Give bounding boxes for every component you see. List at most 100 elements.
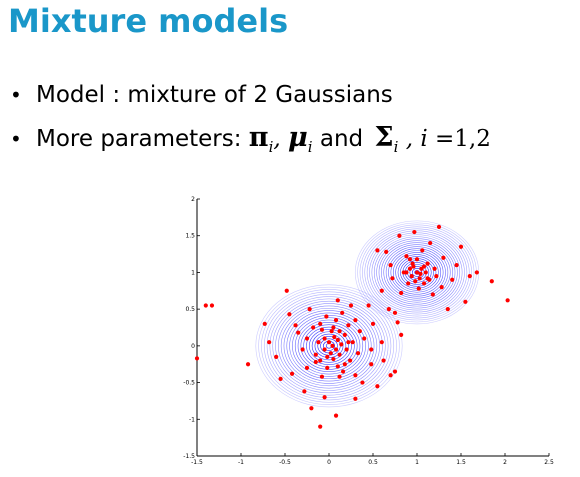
data-point <box>434 274 439 279</box>
data-point <box>335 337 340 343</box>
contour-ring-1 <box>283 307 375 384</box>
y-tick-label: -1.5 <box>183 453 195 460</box>
contour-ring-1 <box>266 293 392 398</box>
data-point <box>430 292 435 297</box>
data-point <box>450 277 455 282</box>
data-point <box>375 384 380 389</box>
data-point <box>406 281 411 286</box>
data-point <box>388 262 393 268</box>
contour-ring-2 <box>362 226 472 319</box>
data-point <box>346 340 351 345</box>
contour-ring-1 <box>303 324 355 368</box>
contour-ring-2 <box>390 250 444 295</box>
data-point <box>439 285 444 290</box>
data-point <box>362 336 367 341</box>
data-point <box>337 329 342 334</box>
y-tick-label: 0 <box>191 343 195 350</box>
data-point <box>267 340 272 345</box>
data-point <box>262 321 267 326</box>
bullet-parameters: • More parameters: π i , μ i and Σ i , i… <box>10 122 491 160</box>
index-range: =1,2 <box>427 126 491 152</box>
bullet-prefix: More parameters: <box>36 126 249 152</box>
data-point <box>404 270 409 275</box>
data-point <box>409 274 414 279</box>
data-point <box>329 329 334 334</box>
contour-ring-2 <box>364 228 470 317</box>
data-point <box>441 255 446 260</box>
data-point <box>458 244 464 249</box>
data-point <box>505 298 510 303</box>
y-tick-label: 2 <box>191 196 195 203</box>
data-point <box>325 365 330 370</box>
data-point <box>304 365 310 370</box>
contour-ring-2 <box>378 240 456 305</box>
contour-ring-2 <box>385 246 449 299</box>
data-point <box>348 303 354 308</box>
data-point <box>203 303 208 308</box>
bullet-list: • Model : mixture of 2 Gaussians • More … <box>10 82 491 160</box>
comma-separator-2: , <box>398 126 421 152</box>
data-point <box>412 229 417 235</box>
contour-ring-2 <box>381 242 453 303</box>
sigma-subscript: i <box>393 138 399 156</box>
contour-ring-1 <box>280 305 378 387</box>
contour-ring-1 <box>269 296 389 396</box>
contour-ring-1 <box>263 291 395 401</box>
data-point <box>322 336 327 341</box>
data-point <box>366 303 371 308</box>
data-point <box>296 330 301 335</box>
contour-ring-2 <box>383 244 451 301</box>
contour-ring-1 <box>300 322 358 370</box>
data-point <box>287 312 292 317</box>
contour-ring-2 <box>373 236 461 309</box>
slide-title: Mixture models <box>8 2 289 40</box>
x-tick-label: 2.5 <box>544 459 554 466</box>
x-tick-label: 1 <box>415 459 419 466</box>
pi-subscript: i <box>268 138 274 156</box>
data-point <box>322 347 327 352</box>
data-point <box>337 352 342 357</box>
data-point <box>379 340 384 345</box>
data-point <box>353 396 358 401</box>
data-point <box>407 266 413 271</box>
contour-ring-2 <box>388 248 446 297</box>
contour-ring-2 <box>359 224 475 321</box>
contour-ring-1 <box>292 315 366 377</box>
data-point <box>324 314 329 319</box>
data-point <box>318 358 323 363</box>
data-point <box>313 359 318 365</box>
contour-ring-2 <box>366 230 468 315</box>
data-point <box>379 288 384 293</box>
data-point <box>463 299 468 304</box>
data-point <box>421 264 427 269</box>
data-point <box>423 270 428 275</box>
data-point <box>311 325 316 330</box>
data-point <box>322 395 327 400</box>
contour-ring-1 <box>258 286 400 405</box>
data-point <box>467 274 472 279</box>
data-point <box>274 354 279 359</box>
data-point <box>388 373 393 378</box>
data-point <box>330 343 335 348</box>
data-point <box>245 362 251 367</box>
data-point <box>414 270 420 275</box>
data-point <box>369 362 374 367</box>
contour-ring-1 <box>255 284 403 408</box>
x-tick-label: -0.5 <box>279 459 291 466</box>
contour-ring-1 <box>294 317 364 375</box>
data-point <box>414 257 420 262</box>
data-point <box>369 347 374 352</box>
data-point <box>313 352 318 357</box>
data-point <box>340 310 345 315</box>
contour-ring-2 <box>369 232 465 313</box>
data-point <box>284 288 289 293</box>
y-tick-label: -0.5 <box>183 380 195 387</box>
data-point <box>425 276 430 281</box>
x-tick-label: 1.5 <box>456 459 466 466</box>
bullet-text: Model : mixture of 2 Gaussians <box>36 82 393 108</box>
data-point <box>353 318 358 323</box>
data-point <box>428 240 433 246</box>
data-point <box>395 320 400 325</box>
data-point <box>344 347 349 352</box>
